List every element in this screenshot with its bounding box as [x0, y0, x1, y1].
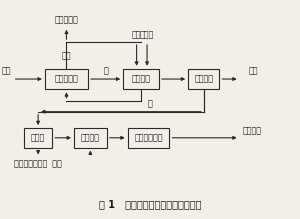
- Text: 加药: 加药: [62, 51, 71, 60]
- Text: 回用水池: 回用水池: [81, 133, 100, 142]
- Bar: [45, 69, 88, 89]
- Bar: [24, 128, 52, 148]
- Bar: [188, 69, 220, 89]
- Text: 泵: 泵: [148, 99, 152, 108]
- Text: 废水: 废水: [2, 67, 11, 76]
- Bar: [128, 128, 170, 148]
- Bar: [123, 69, 159, 89]
- Text: 排至调节沉淀池  消毒: 排至调节沉淀池 消毒: [14, 160, 62, 169]
- Text: 回用管网: 回用管网: [243, 127, 262, 136]
- Text: 排放: 排放: [249, 67, 258, 76]
- Text: 溶气水: 溶气水: [140, 30, 154, 39]
- Text: 污泥干化场: 污泥干化场: [55, 16, 78, 25]
- Bar: [74, 128, 107, 148]
- Text: 泵: 泵: [103, 67, 108, 76]
- Text: 加药: 加药: [132, 30, 141, 39]
- Text: 中间水池: 中间水池: [194, 74, 213, 83]
- Text: 过滤罗: 过滤罗: [31, 133, 45, 142]
- Text: 全自动给水机: 全自动给水机: [134, 133, 163, 142]
- Text: 图 1   洗涤废水处理及回用工艺流程: 图 1 洗涤废水处理及回用工艺流程: [99, 200, 201, 210]
- Text: 气浮设备: 气浮设备: [132, 74, 151, 83]
- Text: 调节沉淀池: 调节沉淀池: [55, 74, 78, 83]
